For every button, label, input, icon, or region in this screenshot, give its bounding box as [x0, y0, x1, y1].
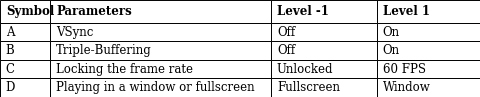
Text: On: On: [383, 44, 400, 57]
Bar: [50, 0, 271, 23]
Text: VSync: VSync: [56, 26, 94, 39]
Bar: [377, 78, 480, 97]
Bar: [271, 60, 377, 78]
Text: 60 FPS: 60 FPS: [383, 63, 426, 76]
Bar: [50, 41, 271, 60]
Text: A: A: [6, 26, 14, 39]
Text: On: On: [383, 26, 400, 39]
Text: Playing in a window or fullscreen: Playing in a window or fullscreen: [56, 81, 255, 94]
Bar: [377, 23, 480, 41]
Bar: [271, 23, 377, 41]
Bar: [0, 78, 50, 97]
Bar: [50, 60, 271, 78]
Bar: [271, 78, 377, 97]
Bar: [271, 41, 377, 60]
Bar: [377, 0, 480, 23]
Bar: [0, 41, 50, 60]
Bar: [271, 0, 377, 23]
Text: Level -1: Level -1: [277, 5, 329, 18]
Text: Fullscreen: Fullscreen: [277, 81, 340, 94]
Text: Off: Off: [277, 44, 295, 57]
Bar: [0, 60, 50, 78]
Text: Parameters: Parameters: [56, 5, 132, 18]
Text: Locking the frame rate: Locking the frame rate: [56, 63, 193, 76]
Text: Triple-Buffering: Triple-Buffering: [56, 44, 152, 57]
Text: D: D: [6, 81, 15, 94]
Text: Unlocked: Unlocked: [277, 63, 334, 76]
Text: Level 1: Level 1: [383, 5, 430, 18]
Bar: [377, 41, 480, 60]
Text: Off: Off: [277, 26, 295, 39]
Text: Symbol: Symbol: [6, 5, 54, 18]
Text: Window: Window: [383, 81, 430, 94]
Text: B: B: [6, 44, 14, 57]
Bar: [0, 0, 50, 23]
Bar: [50, 23, 271, 41]
Bar: [377, 60, 480, 78]
Text: C: C: [6, 63, 15, 76]
Bar: [0, 23, 50, 41]
Bar: [50, 78, 271, 97]
